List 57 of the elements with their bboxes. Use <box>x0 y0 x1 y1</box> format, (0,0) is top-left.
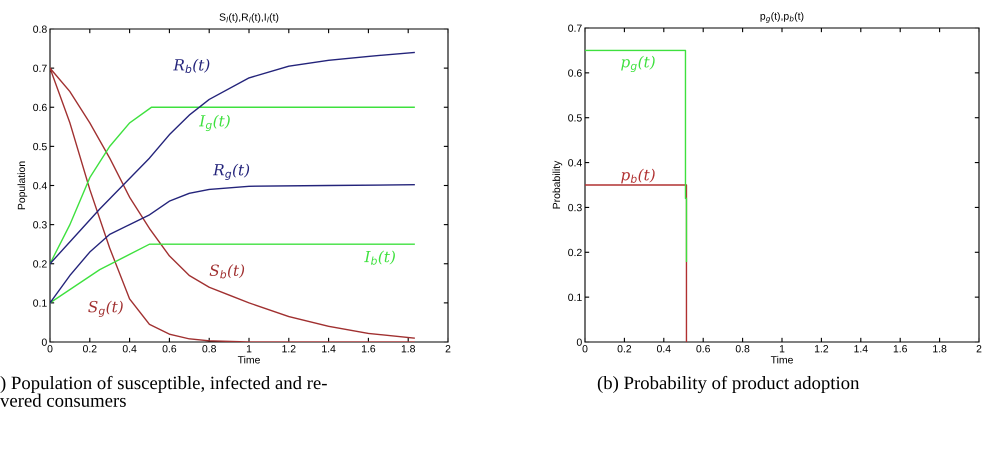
chart-title: S$_{l}$(t),R$_{l}$(t),I$_{l}$(t) <box>220 13 278 23</box>
x-tick-label: 0.4 <box>656 345 671 352</box>
y-tick-label: 0.6 <box>33 104 47 112</box>
y-tick-label: 0.3 <box>568 204 582 212</box>
series-label: S$_{b}$(t) <box>210 264 244 278</box>
x-axis-title: Time <box>770 356 793 364</box>
text: (b) Probability of product adoption <box>598 376 860 394</box>
y-tick-label: 0.4 <box>33 182 47 190</box>
text: ) Population of susceptible, infected and re- vered consumers <box>0 376 327 407</box>
series-label: I$_{b}$(t) <box>364 250 395 265</box>
y-tick-label: 0.2 <box>568 248 582 256</box>
x-tick-label: 0.6 <box>696 345 710 352</box>
x-tick-label: 0.2 <box>618 345 632 352</box>
y-tick-label: 0.1 <box>33 299 47 307</box>
chart-title: p$_{g}$(t),p$_{b}$(t) <box>760 12 804 23</box>
series-label: I$_{g}$(t) <box>199 114 230 132</box>
y-tick-label: 0.7 <box>33 64 47 72</box>
series-label: S$_{g}$(t) <box>88 300 123 317</box>
x-tick-label: 2 <box>976 345 982 352</box>
x-tick-label: 1.6 <box>362 345 376 352</box>
x-tick-label: 0.4 <box>122 345 137 352</box>
x-tick-label: 1.2 <box>282 345 296 352</box>
x-tick-label: 0.8 <box>736 345 750 352</box>
y-tick-label: 0.6 <box>568 69 582 77</box>
x-axis-title: Time <box>238 356 260 364</box>
y-tick-label: 0.5 <box>568 114 582 122</box>
x-tick-label: 1 <box>246 345 252 352</box>
line-series <box>50 106 415 264</box>
y-tick-label: 0.7 <box>568 24 582 32</box>
x-tick-label: 1.8 <box>933 345 946 352</box>
x-tick-label: 1.2 <box>814 345 828 352</box>
y-axis-title: Probability <box>552 160 562 208</box>
y-tick-label: 0.2 <box>33 260 47 268</box>
series-label: R$_{b}$(t) <box>173 58 210 74</box>
x-tick-label: 0 <box>48 345 52 352</box>
x-tick-label: 0.2 <box>82 345 97 352</box>
series-label: p$_{b}$(t) <box>621 168 655 184</box>
y-tick-label: 0.4 <box>568 159 582 166</box>
y-axis-title: Population <box>17 162 28 210</box>
y-tick-label: 0 <box>576 338 582 346</box>
y-tick-label: 0.1 <box>568 294 582 302</box>
x-tick-label: 0 <box>582 345 588 352</box>
x-tick-label: 1 <box>780 345 784 352</box>
x-tick-label: 1.4 <box>322 345 336 352</box>
x-tick-label: 2 <box>446 345 450 352</box>
x-tick-label: 0.8 <box>202 345 216 352</box>
y-tick-label: 0.3 <box>33 221 47 228</box>
series-label: R$_{g}$(t) <box>212 164 250 180</box>
x-tick-label: 1.4 <box>854 345 868 352</box>
x-tick-label: 0.6 <box>162 345 176 352</box>
line-series <box>50 52 415 264</box>
x-tick-label: 1.6 <box>894 345 907 352</box>
y-tick-label: 0.5 <box>33 142 47 150</box>
y-tick-label: 0 <box>42 338 47 346</box>
series-label: p$_{g}$(t) <box>621 56 655 72</box>
y-tick-label: 0.8 <box>33 26 47 33</box>
x-tick-label: 1.8 <box>402 345 415 352</box>
